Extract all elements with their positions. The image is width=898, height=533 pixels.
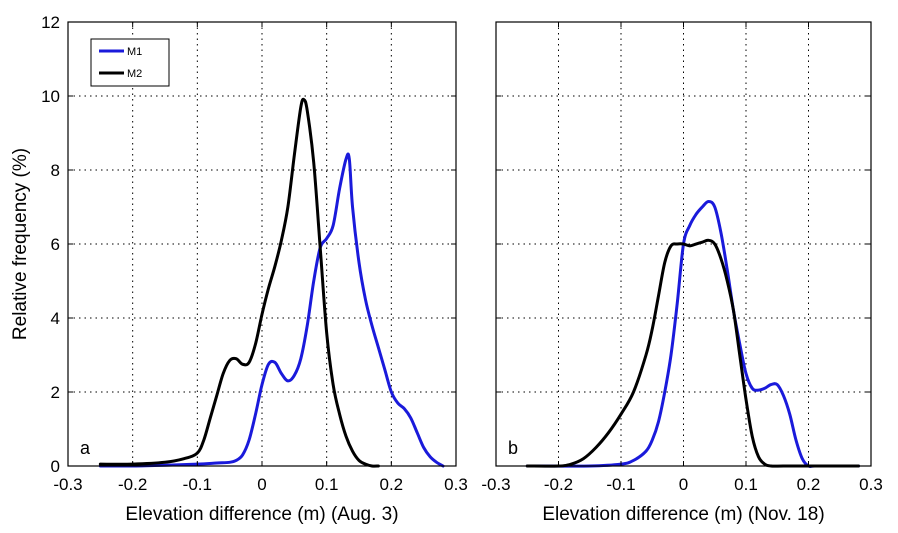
x-tick-label: -0.1 <box>606 475 635 494</box>
x-tick-label: -0.1 <box>183 475 212 494</box>
x-tick-label: 0.1 <box>734 475 758 494</box>
panel-a: -0.3 -0.2 -0.1 0 0.1 0.2 0.3 0 2 4 6 8 10 12 Elevation… <box>10 13 468 525</box>
x-tick-label: 0.2 <box>797 475 821 494</box>
x-tick-label: 0.1 <box>315 475 339 494</box>
x-tick-label: 0 <box>679 475 688 494</box>
y-tick-label: 2 <box>51 383 60 402</box>
x-tick-label: 0.2 <box>380 475 404 494</box>
x-tick-label: 0 <box>257 475 266 494</box>
y-tick-label: 6 <box>51 235 60 254</box>
panel-label: b <box>508 438 518 458</box>
x-tick-label: -0.2 <box>544 475 573 494</box>
x-tick-label: -0.3 <box>481 475 510 494</box>
legend-box <box>90 38 170 87</box>
series-line-m1 <box>98 152 445 468</box>
x-tick-label: -0.2 <box>118 475 147 494</box>
legend: M1 M2 <box>90 38 170 87</box>
panel-b: -0.3 -0.2 -0.1 0 0.1 0.2 0.3 Elevation differen… <box>481 21 883 525</box>
y-tick-label: 4 <box>51 309 60 328</box>
y-tick-label: 10 <box>41 87 60 106</box>
y-tick-label: 12 <box>41 13 60 32</box>
series-line-m2 <box>525 238 860 468</box>
y-tick-label: 8 <box>51 161 60 180</box>
series-line-m2 <box>98 97 380 468</box>
x-tick-label: 0.3 <box>859 475 883 494</box>
series-line-m1 <box>525 199 860 469</box>
legend-label-m1: M1 <box>127 46 142 58</box>
x-tick-label: -0.3 <box>53 475 82 494</box>
x-axis-label: Elevation difference (m) (Nov. 18) <box>542 504 824 525</box>
y-axis-label: Relative frequency (%) <box>10 148 31 340</box>
y-tick-label: 0 <box>51 457 60 476</box>
panel-label: a <box>80 438 91 458</box>
x-axis-label: Elevation difference (m) (Aug. 3) <box>125 504 398 525</box>
x-tick-label: 0.3 <box>444 475 468 494</box>
legend-label-m2: M2 <box>127 68 142 80</box>
